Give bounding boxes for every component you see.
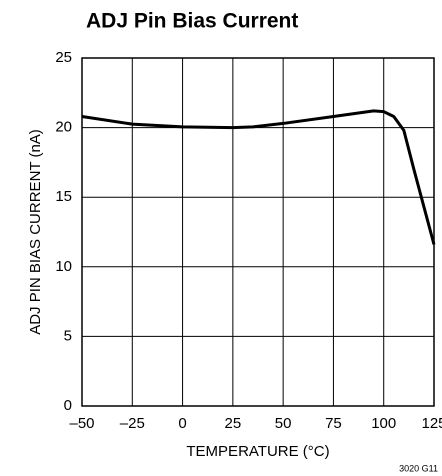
y-tick-label: 0: [64, 397, 72, 414]
y-axis-label: ADJ PIN BIAS CURRENT (nA): [27, 129, 44, 335]
x-tick-label: –25: [120, 415, 145, 432]
y-tick-label: 5: [64, 327, 72, 344]
x-tick-label: –50: [69, 415, 94, 432]
y-tick-label: 15: [55, 188, 72, 205]
annotation: 3020 G11: [399, 463, 438, 473]
plot-frame: [81, 57, 435, 407]
x-tick-label: 25: [225, 415, 242, 432]
y-tick-label: 10: [55, 258, 72, 275]
x-axis-label: TEMPERATURE (°C): [186, 443, 329, 460]
data-line: [81, 109, 436, 245]
x-tick-label: 125: [421, 415, 442, 432]
x-tick-label: 0: [178, 415, 186, 432]
y-tick-label: 25: [55, 49, 72, 66]
x-tick-label: 50: [275, 415, 292, 432]
chart-title: ADJ Pin Bias Current: [86, 10, 298, 33]
y-tick-label: 20: [55, 119, 72, 136]
x-tick-label: 100: [371, 415, 396, 432]
x-tick-label: 75: [325, 415, 342, 432]
